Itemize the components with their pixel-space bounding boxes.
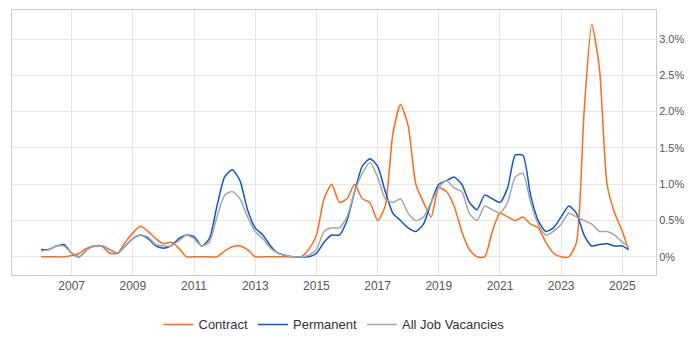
svg-text:1.5%: 1.5% (659, 142, 684, 154)
svg-text:All Job Vacancies: All Job Vacancies (402, 317, 504, 332)
svg-text:2011: 2011 (181, 279, 207, 293)
svg-text:2025: 2025 (609, 279, 636, 293)
svg-text:2023: 2023 (548, 279, 575, 293)
svg-text:0%: 0% (659, 251, 675, 263)
svg-text:2017: 2017 (364, 279, 391, 293)
svg-text:2015: 2015 (303, 279, 330, 293)
svg-text:2.0%: 2.0% (659, 105, 684, 117)
svg-text:2.5%: 2.5% (659, 69, 684, 81)
svg-text:2013: 2013 (242, 279, 269, 293)
svg-text:2009: 2009 (119, 279, 146, 293)
svg-text:Permanent: Permanent (293, 317, 357, 332)
svg-text:1.0%: 1.0% (659, 178, 684, 190)
svg-text:0.5%: 0.5% (659, 214, 684, 226)
svg-text:2019: 2019 (425, 279, 452, 293)
svg-text:Contract: Contract (199, 317, 249, 332)
svg-text:2021: 2021 (487, 279, 514, 293)
svg-text:2007: 2007 (58, 279, 85, 293)
svg-text:3.0%: 3.0% (659, 33, 684, 45)
